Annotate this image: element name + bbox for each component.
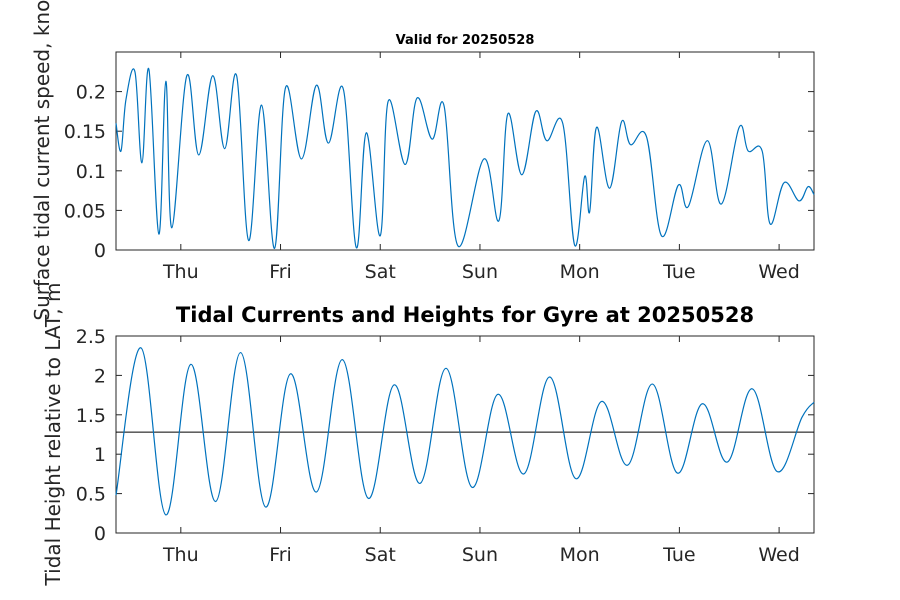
tidal-height-ytick-label: 0: [94, 523, 106, 545]
current-speed-xtick-label: Sun: [462, 261, 498, 283]
current-speed-axes: Valid for 20250528 Surface tidal current…: [30, 0, 815, 321]
tidal-height-xtick-label: Sat: [365, 544, 396, 566]
tidal-height-ytick-label: 2: [94, 365, 106, 387]
current-speed-series-line: [115, 67, 815, 250]
current-speed-xtick-label: Mon: [560, 261, 600, 283]
tidal-height-series-line: [115, 347, 815, 516]
current-speed-ytick-label: 0.1: [76, 161, 106, 183]
tidal-height-ticks: Thu Fri Sat Sun Mon Tue Wed 0 0.5 1 1.5 2 2.5: [76, 326, 814, 566]
current-speed-xtick-label: Thu: [162, 261, 199, 283]
tidal-height-xtick-label: Fri: [269, 544, 292, 566]
tidal-height-ytick-label: 2.5: [76, 326, 106, 348]
current-speed-title: Valid for 20250528: [396, 33, 535, 48]
tidal-height-axes: Tidal Currents and Heights for Gyre at 2…: [41, 283, 815, 587]
tidal-height-xtick-label: Wed: [758, 544, 799, 566]
current-speed-ytick-label: 0.15: [64, 121, 106, 143]
current-speed-plot-area: [115, 51, 815, 251]
current-speed-ytick-label: 0.05: [64, 200, 106, 222]
tidal-height-xtick-label: Sun: [462, 544, 498, 566]
tidal-height-xtick-label: Mon: [560, 544, 600, 566]
current-speed-ylabel: Surface tidal current speed, knots: [30, 0, 54, 321]
current-speed-ytick-label: 0.2: [76, 82, 106, 104]
tidal-height-ytick-label: 1.5: [76, 405, 106, 427]
current-speed-xtick-label: Sat: [365, 261, 396, 283]
tidal-height-title: Tidal Currents and Heights for Gyre at 2…: [176, 303, 754, 327]
tidal-height-ytick-label: 0.5: [76, 484, 106, 506]
current-speed-ytick-label: 0: [94, 240, 106, 262]
tidal-height-ytick-label: 1: [94, 444, 106, 466]
current-speed-ticks: Thu Fri Sat Sun Mon Tue Wed 0 0.05 0.1 0.15 0.2: [64, 52, 814, 283]
current-speed-xtick-label: Wed: [758, 261, 799, 283]
tidal-height-plot-area: [115, 335, 815, 534]
current-speed-xtick-label: Tue: [662, 261, 695, 283]
tidal-height-ylabel: Tidal Height relative to LAT, m: [41, 283, 65, 587]
current-speed-xtick-label: Fri: [269, 261, 292, 283]
tidal-height-xtick-label: Thu: [162, 544, 199, 566]
tidal-height-xtick-label: Tue: [662, 544, 695, 566]
